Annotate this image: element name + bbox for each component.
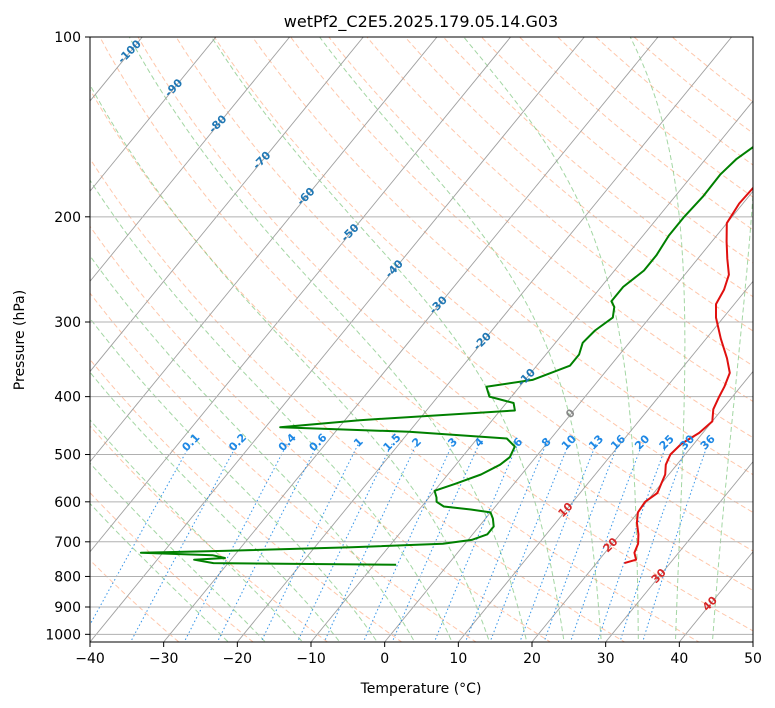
x-axis-label: Temperature (°C) bbox=[360, 681, 482, 697]
dry-adiabat bbox=[90, 157, 626, 642]
y-tick-label: 100 bbox=[54, 30, 81, 46]
x-tick-label: 0 bbox=[380, 651, 389, 667]
y-tick-label: 400 bbox=[54, 390, 81, 406]
moist-adiabat bbox=[90, 83, 490, 642]
dewpoint-profile-line bbox=[139, 145, 753, 566]
mixing-ratio-line bbox=[464, 443, 547, 642]
y-tick-label: 600 bbox=[54, 495, 81, 511]
dry-adiabat bbox=[137, 37, 753, 592]
x-tick-label: 10 bbox=[449, 651, 467, 667]
mixing-ratio-line bbox=[391, 443, 480, 642]
y-tick-label: 200 bbox=[54, 210, 81, 226]
dry-adiabat bbox=[442, 37, 753, 298]
isotherm-line bbox=[90, 37, 585, 642]
moist-adiabat bbox=[211, 37, 565, 642]
mixing-ratio-line bbox=[90, 443, 192, 626]
mixing-ratio-line bbox=[183, 443, 288, 642]
x-tick-label: 30 bbox=[597, 651, 615, 667]
isotherm-line bbox=[457, 280, 753, 642]
x-tick-label: 50 bbox=[744, 651, 762, 667]
dry-adiabat bbox=[90, 292, 477, 642]
dry-adiabat bbox=[213, 37, 753, 513]
isotherm-line bbox=[310, 100, 753, 642]
moist-adiabat bbox=[90, 462, 267, 642]
x-tick-label: 40 bbox=[670, 651, 688, 667]
temperature-profile-line bbox=[624, 186, 753, 565]
mixing-ratio-line bbox=[596, 443, 668, 642]
moist-adiabat bbox=[90, 317, 378, 642]
isotherm-line bbox=[90, 37, 438, 463]
y-axis: 100 200 300 400 500 600 700 800 900 1000 bbox=[45, 30, 90, 643]
moist-adiabat bbox=[90, 502, 229, 642]
moist-adiabat bbox=[319, 37, 602, 642]
y-tick-label: 500 bbox=[54, 448, 81, 464]
moist-adiabat bbox=[90, 255, 416, 642]
moist-adiabat bbox=[90, 179, 453, 642]
dry-adiabat bbox=[328, 37, 753, 403]
y-tick-label: 800 bbox=[54, 569, 81, 585]
isotherm-line bbox=[384, 190, 753, 642]
mixing-ratio-line bbox=[619, 443, 688, 642]
dry-adiabat bbox=[90, 88, 700, 642]
moist-adiabat bbox=[463, 37, 639, 642]
x-tick-label: −20 bbox=[223, 651, 253, 667]
mixing-ratio-line bbox=[489, 443, 570, 642]
moist-adiabat bbox=[128, 37, 528, 642]
series-layer bbox=[139, 145, 753, 566]
pressure-gridlines bbox=[90, 37, 753, 635]
x-axis: −40 −30 −20 −10 0 10 20 30 40 50 bbox=[75, 642, 762, 667]
x-tick-label: −40 bbox=[75, 651, 105, 667]
moist-adiabat bbox=[711, 188, 753, 642]
isotherm-line bbox=[90, 37, 291, 283]
moist-adiabat bbox=[629, 37, 686, 642]
chart-title: wetPf2_C2E5.2025.179.05.14.G03 bbox=[284, 12, 558, 32]
y-tick-label: 1000 bbox=[45, 627, 81, 643]
x-tick-label: −10 bbox=[296, 651, 326, 667]
isotherm-line bbox=[531, 370, 753, 642]
y-axis-label: Pressure (hPa) bbox=[12, 290, 28, 390]
mixing-ratio-line bbox=[323, 443, 418, 642]
dry-adiabat bbox=[90, 492, 254, 642]
isotherm-line bbox=[90, 37, 217, 192]
mixing-ratio-line bbox=[130, 443, 238, 642]
dry-adiabat bbox=[90, 425, 329, 642]
background-lines bbox=[90, 37, 753, 642]
isotherm-line bbox=[236, 37, 733, 642]
mixing-ratio-line bbox=[296, 443, 393, 642]
y-tick-label: 700 bbox=[54, 535, 81, 551]
isotherm-line bbox=[605, 460, 753, 642]
y-tick-label: 300 bbox=[54, 315, 81, 331]
x-tick-label: 20 bbox=[523, 651, 541, 667]
isotherm-line bbox=[163, 37, 659, 642]
isotherm-line bbox=[90, 37, 364, 373]
x-tick-label: −30 bbox=[149, 651, 179, 667]
mixing-ratio-line bbox=[433, 443, 519, 642]
dry-adiabat bbox=[90, 559, 180, 642]
dry-adiabat bbox=[99, 37, 753, 632]
dry-adiabat bbox=[251, 37, 753, 476]
isotherm-line bbox=[90, 37, 512, 553]
y-tick-label: 900 bbox=[54, 600, 81, 616]
dry-adiabat bbox=[90, 225, 552, 642]
mixing-ratio-line bbox=[642, 443, 709, 642]
plot-frame bbox=[89, 36, 754, 643]
